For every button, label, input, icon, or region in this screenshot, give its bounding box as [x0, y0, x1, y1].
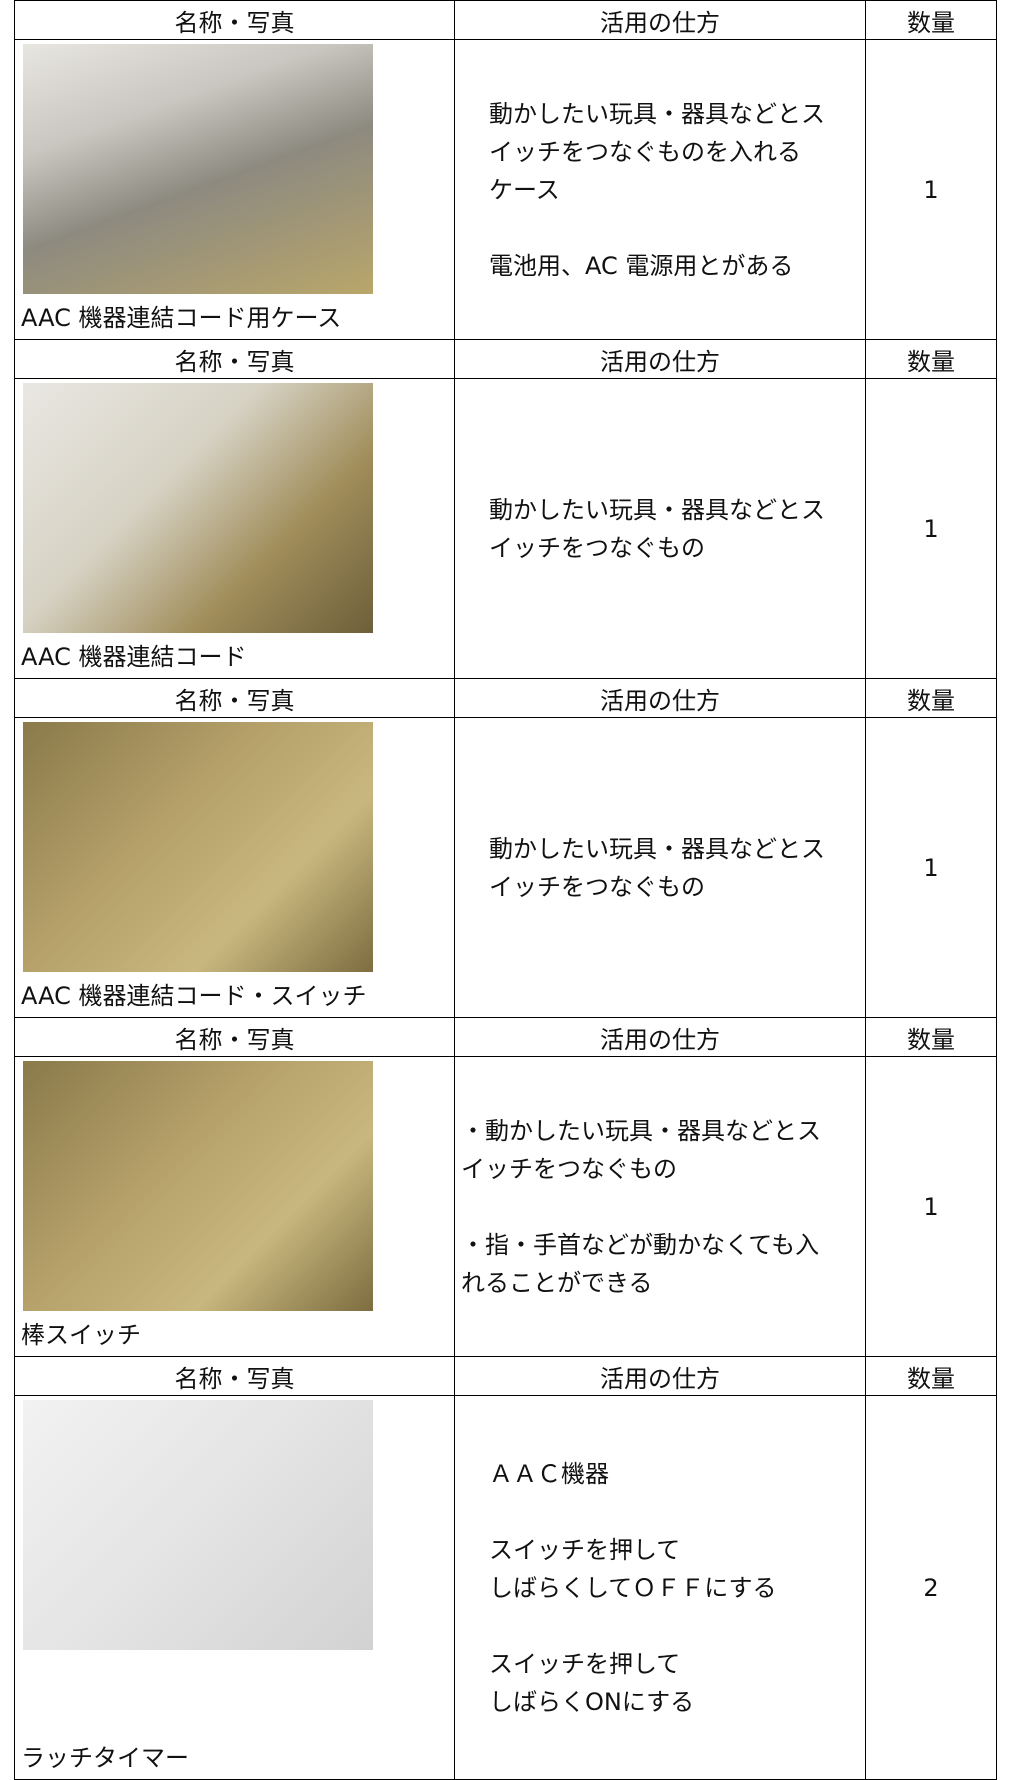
header-row: 名称・写真 活用の仕方 数量 [14, 1356, 997, 1396]
header-row: 名称・写真 活用の仕方 数量 [14, 339, 997, 379]
header-cell: 活用の仕方 [454, 678, 866, 718]
usage-paragraph: スイッチを押して しばらくONにする [489, 1645, 865, 1721]
usage-line: 電池用、AC 電源用とがある [489, 251, 794, 280]
usage-line: しばらくONにする [489, 1687, 695, 1716]
usage-line: スイッチを押して [489, 1535, 681, 1564]
item-name: AAC 機器連結コード用ケース [21, 304, 342, 332]
usage-cell: 動かしたい玩具・器具などとス イッチをつなぐものを入れる ケース電池用、AC 電源用… [454, 39, 866, 340]
usage-line: 動かしたい玩具・器具などとス [489, 834, 825, 863]
header-cell: 数量 [865, 1017, 997, 1057]
header-cell: 数量 [865, 339, 997, 379]
name-cell: AAC 機器連結コード [14, 378, 455, 679]
item-row: AAC 機器連結コード用ケース 動かしたい玩具・器具などとス イッチをつなぐものを入… [14, 39, 997, 340]
quantity: 1 [865, 39, 997, 340]
usage-paragraph: 動かしたい玩具・器具などとス イッチをつなぐもの [489, 830, 865, 906]
photo [23, 383, 373, 633]
usage-line: ・動かしたい玩具・器具などとス [461, 1116, 821, 1145]
header-cell: 名称・写真 [14, 0, 455, 40]
usage-line: イッチをつなぐもの [489, 872, 705, 901]
usage-line: 動かしたい玩具・器具などとス [489, 99, 825, 128]
photo [23, 1061, 373, 1311]
header-cell: 名称・写真 [14, 678, 455, 718]
usage-line: ケース [489, 175, 560, 204]
header-cell: 数量 [865, 678, 997, 718]
quantity: 1 [865, 1056, 997, 1357]
name-cell: AAC 機器連結コード用ケース [14, 39, 455, 340]
usage-line: スイッチを押して [489, 1649, 681, 1678]
header-cell: 名称・写真 [14, 1017, 455, 1057]
item-name: AAC 機器連結コード [21, 643, 247, 671]
usage-line: イッチをつなぐもの [461, 1154, 677, 1183]
item-row: AAC 機器連結コード 動かしたい玩具・器具などとス イッチをつなぐもの 1 [14, 378, 997, 679]
usage-line: イッチをつなぐものを入れる [489, 137, 801, 166]
item-row: ラッチタイマー ＡＡＣ機器 スイッチを押して しばらくしてＯＦＦにする スイッチを押して… [14, 1395, 997, 1780]
usage-line: イッチをつなぐもの [489, 533, 705, 562]
usage-paragraph: 電池用、AC 電源用とがある [489, 247, 865, 285]
header-row: 名称・写真 活用の仕方 数量 [14, 678, 997, 718]
usage-paragraph: ・動かしたい玩具・器具などとス イッチをつなぐもの [461, 1112, 865, 1188]
item-row: AAC 機器連結コード・スイッチ 動かしたい玩具・器具などとス イッチをつなぐもの 1 [14, 717, 997, 1018]
quantity: 1 [865, 378, 997, 679]
usage-paragraph: 動かしたい玩具・器具などとス イッチをつなぐもの [489, 491, 865, 567]
header-cell: 名称・写真 [14, 1356, 455, 1396]
photo [23, 44, 373, 294]
usage-cell: 動かしたい玩具・器具などとス イッチをつなぐもの [454, 378, 866, 679]
usage-line: しばらくしてＯＦＦにする [489, 1573, 777, 1602]
item-name: AAC 機器連結コード・スイッチ [21, 982, 367, 1010]
usage-paragraph: スイッチを押してしばらくしてＯＦＦにする [489, 1531, 865, 1607]
name-cell: AAC 機器連結コード・スイッチ [14, 717, 455, 1018]
table-body: 名称・写真 活用の仕方 数量 AAC 機器連結コード用ケース 動かしたい玩具・器具などと… [14, 0, 997, 1780]
usage-cell: ・動かしたい玩具・器具などとス イッチをつなぐもの ・指・手首などが動かなくても入れ… [454, 1056, 866, 1357]
usage-line: 動かしたい玩具・器具などとス [489, 495, 825, 524]
item-name: ラッチタイマー [21, 1744, 189, 1772]
header-row: 名称・写真 活用の仕方 数量 [14, 0, 997, 40]
header-cell: 名称・写真 [14, 339, 455, 379]
header-row: 名称・写真 活用の仕方 数量 [14, 1017, 997, 1057]
header-cell: 活用の仕方 [454, 0, 866, 40]
quantity: 2 [865, 1395, 997, 1780]
usage-line: ＡＡＣ機器 [489, 1459, 609, 1488]
photo [23, 722, 373, 972]
name-cell: ラッチタイマー [14, 1395, 455, 1780]
usage-paragraph: ・指・手首などが動かなくても入 れることができる [461, 1226, 865, 1302]
header-cell: 数量 [865, 0, 997, 40]
header-cell: 活用の仕方 [454, 1356, 866, 1396]
header-cell: 数量 [865, 1356, 997, 1396]
photo [23, 1400, 373, 1650]
header-cell: 活用の仕方 [454, 339, 866, 379]
usage-paragraph: ＡＡＣ機器 [489, 1455, 865, 1493]
usage-line: ・指・手首などが動かなくても入 [461, 1230, 820, 1259]
quantity: 1 [865, 717, 997, 1018]
item-name: 棒スイッチ [21, 1321, 141, 1349]
name-cell: 棒スイッチ [14, 1056, 455, 1357]
usage-cell: ＡＡＣ機器 スイッチを押して しばらくしてＯＦＦにする スイッチを押して しばらくONに… [454, 1395, 866, 1780]
equipment-table: 名称・写真 活用の仕方 数量 AAC 機器連結コード用ケース 動かしたい玩具・器具などと… [14, 0, 997, 1780]
usage-line: れることができる [461, 1268, 653, 1297]
item-row: 棒スイッチ ・動かしたい玩具・器具などとス イッチをつなぐもの ・指・手首などが動かな… [14, 1056, 997, 1357]
usage-paragraph: 動かしたい玩具・器具などとス イッチをつなぐものを入れる ケース [489, 95, 865, 209]
usage-cell: 動かしたい玩具・器具などとス イッチをつなぐもの [454, 717, 866, 1018]
header-cell: 活用の仕方 [454, 1017, 866, 1057]
